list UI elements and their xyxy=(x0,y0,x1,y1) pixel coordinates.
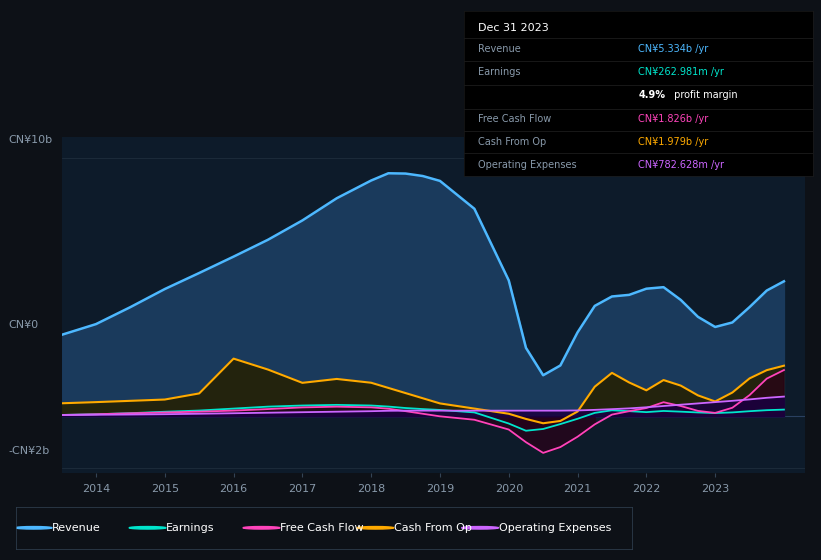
Circle shape xyxy=(15,526,53,529)
Text: -CN¥2b: -CN¥2b xyxy=(8,446,49,456)
Text: Cash From Op: Cash From Op xyxy=(478,137,546,147)
Text: Operating Expenses: Operating Expenses xyxy=(498,523,611,533)
Text: CN¥0: CN¥0 xyxy=(8,320,39,330)
Text: Revenue: Revenue xyxy=(53,523,101,533)
Circle shape xyxy=(357,526,394,529)
Text: Free Cash Flow: Free Cash Flow xyxy=(280,523,364,533)
Text: Earnings: Earnings xyxy=(478,67,521,77)
Text: profit margin: profit margin xyxy=(672,91,738,100)
Text: Cash From Op: Cash From Op xyxy=(394,523,472,533)
Text: Operating Expenses: Operating Expenses xyxy=(478,160,576,170)
Circle shape xyxy=(461,526,498,529)
Text: Dec 31 2023: Dec 31 2023 xyxy=(478,23,548,33)
Circle shape xyxy=(243,526,280,529)
Text: CN¥1.979b /yr: CN¥1.979b /yr xyxy=(639,137,709,147)
Text: Revenue: Revenue xyxy=(478,44,521,54)
Text: 4.9%: 4.9% xyxy=(639,91,665,100)
Text: CN¥782.628m /yr: CN¥782.628m /yr xyxy=(639,160,724,170)
Text: Earnings: Earnings xyxy=(166,523,214,533)
Text: Free Cash Flow: Free Cash Flow xyxy=(478,114,551,124)
Circle shape xyxy=(129,526,166,529)
Text: CN¥10b: CN¥10b xyxy=(8,135,53,145)
Text: CN¥5.334b /yr: CN¥5.334b /yr xyxy=(639,44,709,54)
Text: CN¥1.826b /yr: CN¥1.826b /yr xyxy=(639,114,709,124)
Text: CN¥262.981m /yr: CN¥262.981m /yr xyxy=(639,67,724,77)
